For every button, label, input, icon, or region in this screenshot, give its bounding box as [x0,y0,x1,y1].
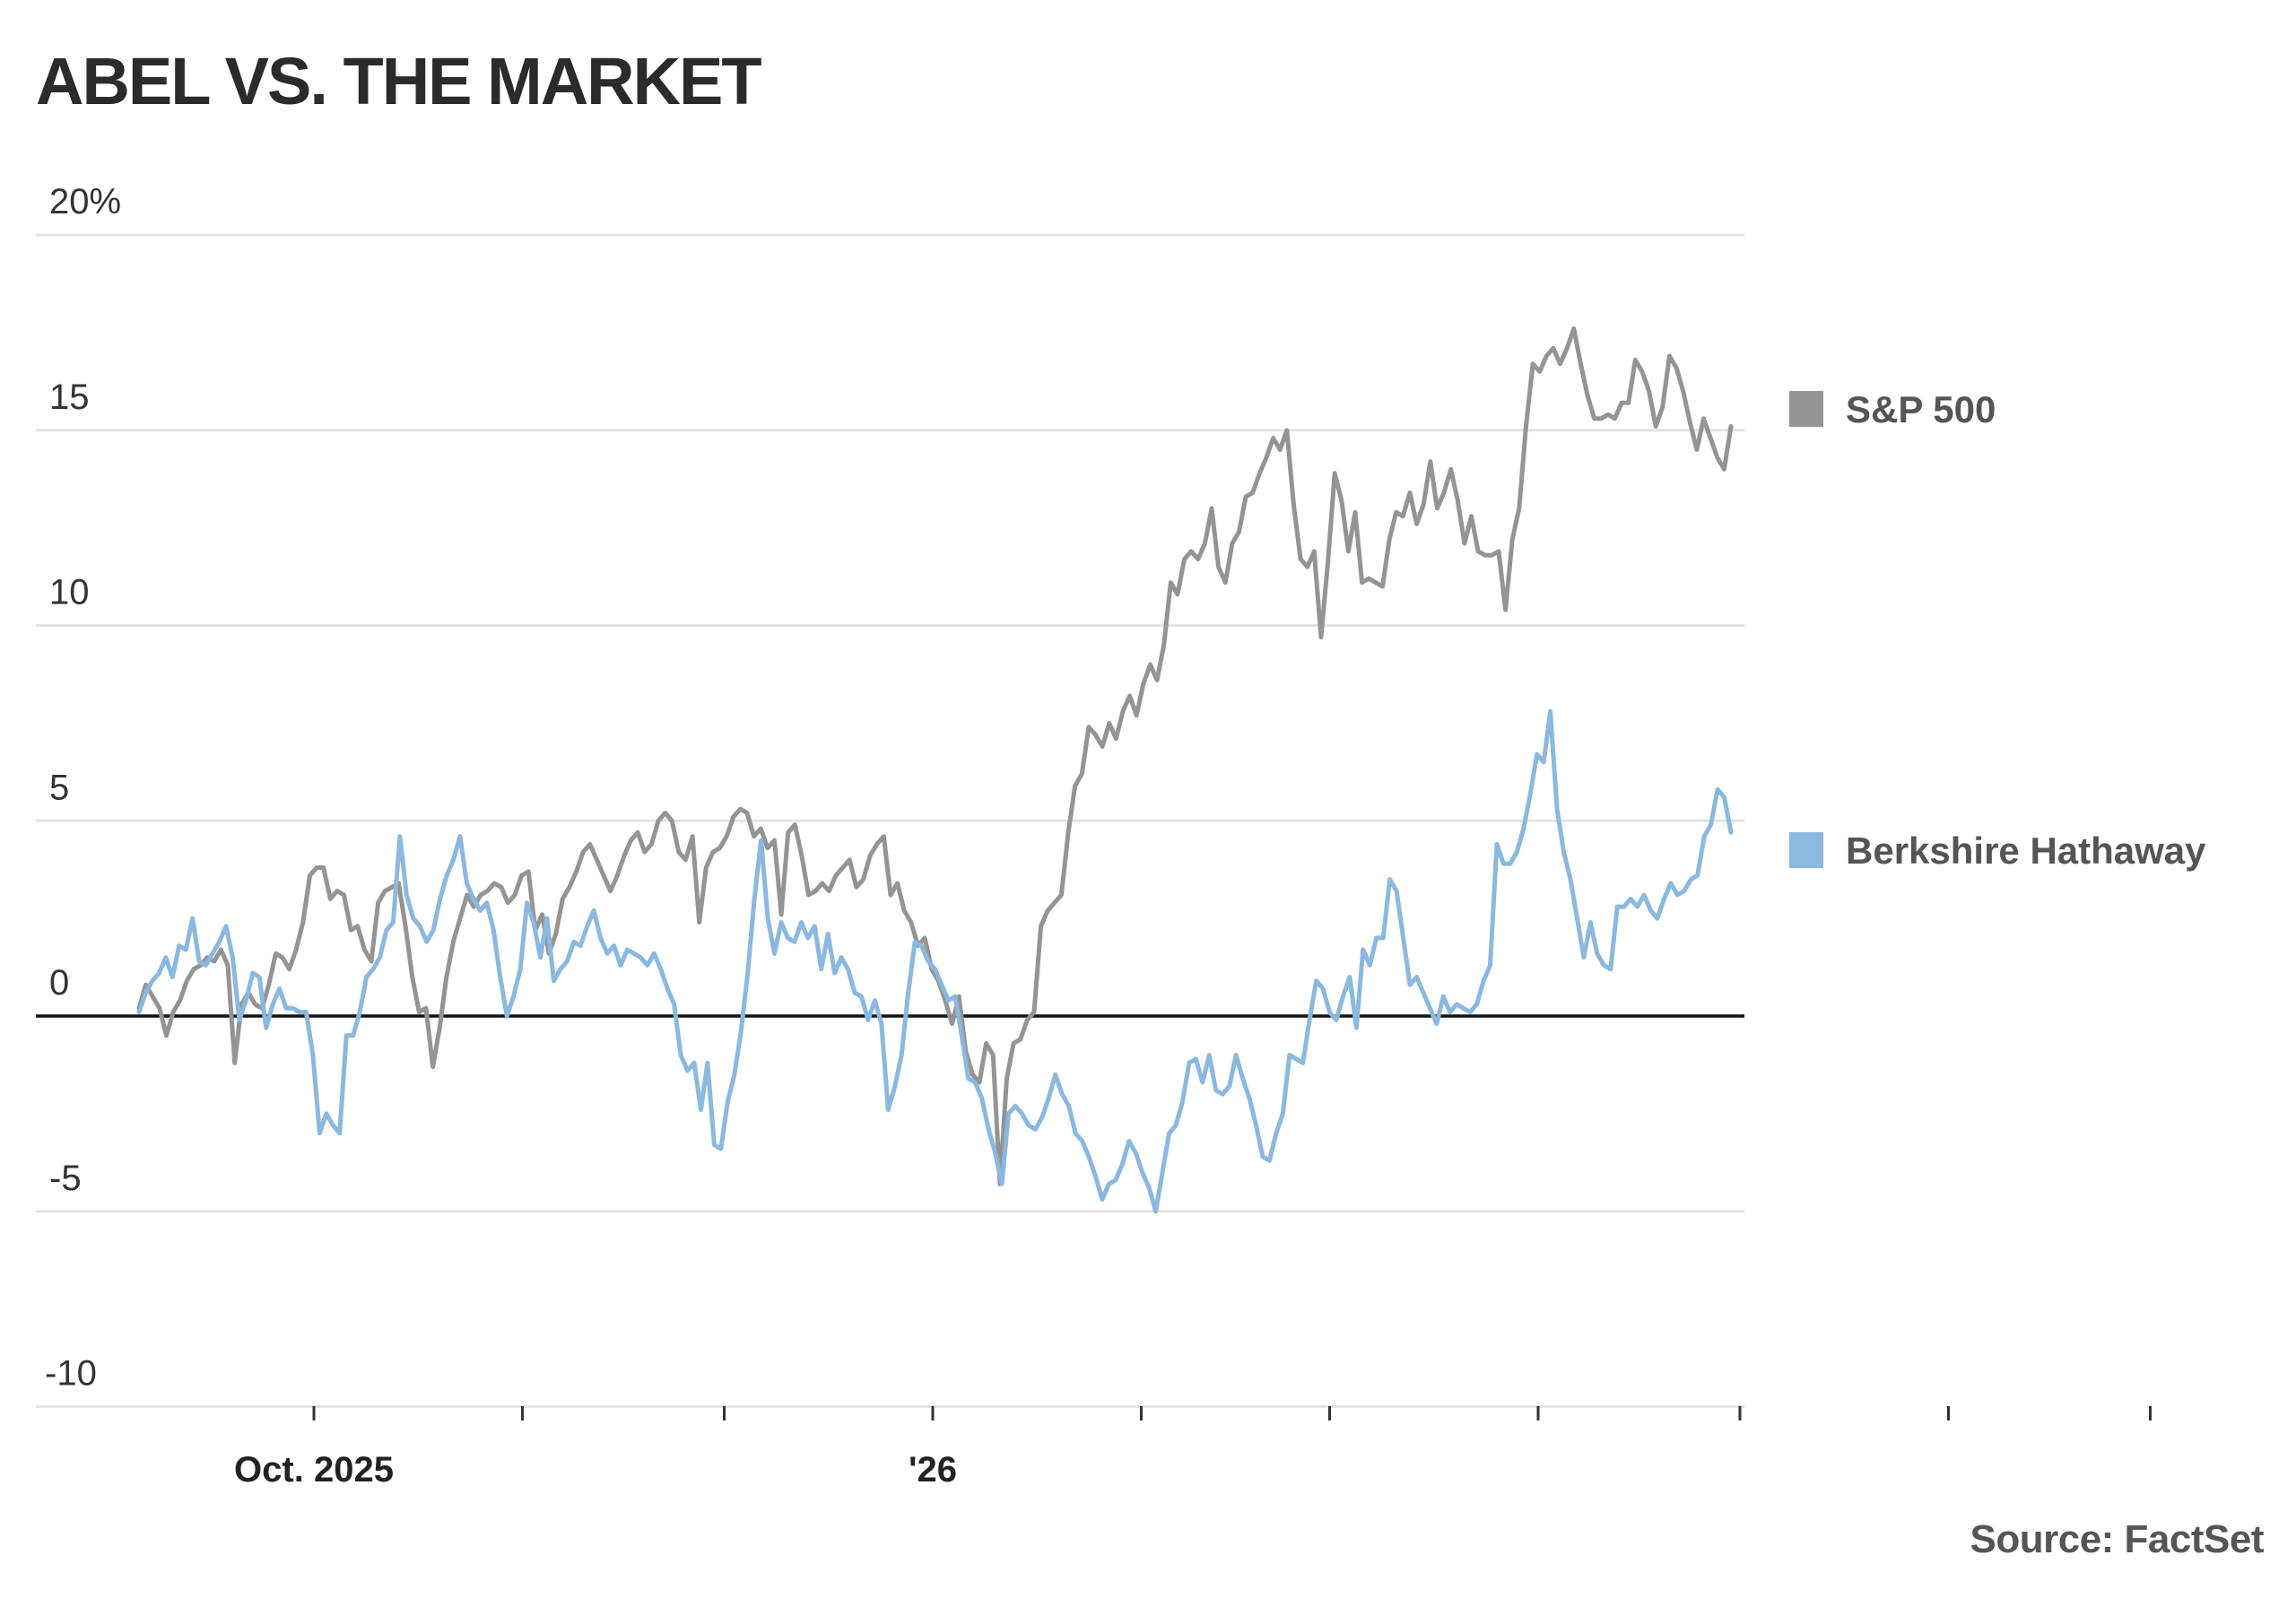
x-axis: Oct. 2025 '26 [234,1406,2152,1490]
legend-label: Berkshire Hathaway [1846,830,2206,872]
series-layer [136,326,1734,1214]
chart-title: ABEL VS. THE MARKET [36,44,762,118]
grid-layer: 20% 15 10 5 0 -5 -10 [36,182,1744,1408]
series-line-sp500 [136,326,1734,1186]
source-note: Source: FactSet [1970,1517,2265,1561]
y-tick-label: 20% [49,182,121,222]
y-tick-label: 0 [49,963,69,1003]
y-tick-label: 15 [49,378,90,417]
y-tick-label: -10 [45,1354,97,1394]
legend-label: S&P 500 [1846,388,1996,430]
legend: S&P 500 Berkshire Hathaway [1789,388,2206,872]
legend-swatch [1789,391,1823,427]
y-tick-label: -5 [49,1159,82,1198]
y-tick-label: 5 [49,768,69,807]
x-tick-label: Oct. 2025 [234,1450,394,1490]
x-tick-label: '26 [909,1450,957,1490]
legend-swatch [1789,832,1823,868]
y-tick-label: 10 [49,573,90,612]
series-line-berkshire [136,708,1734,1214]
